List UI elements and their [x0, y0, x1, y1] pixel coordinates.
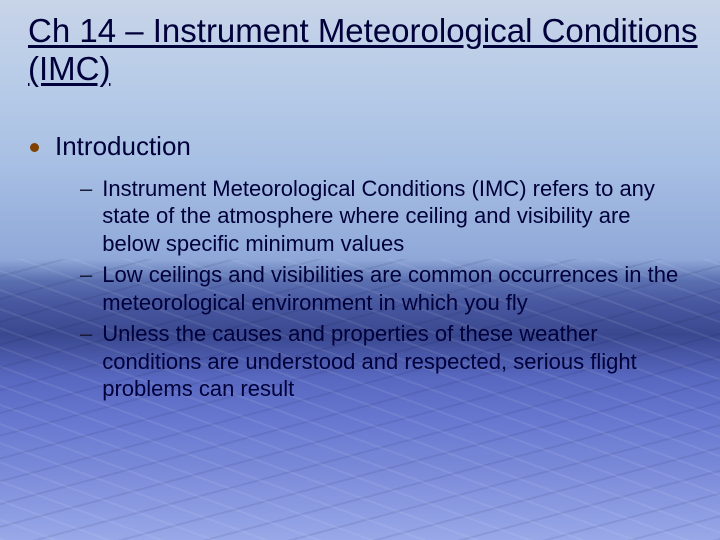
bullet-level2-text: Unless the causes and properties of thes… — [102, 320, 690, 403]
slide-body: Introduction – Instrument Meteorological… — [30, 130, 690, 407]
dash-icon: – — [80, 320, 92, 348]
bullet-level2-text: Low ceilings and visibilities are common… — [102, 261, 690, 316]
slide: Ch 14 – Instrument Meteorological Condit… — [0, 0, 720, 540]
bullet-level1: Introduction — [30, 130, 690, 163]
dash-icon: – — [80, 261, 92, 289]
dash-icon: – — [80, 175, 92, 203]
bullet-dot-icon — [30, 143, 39, 152]
bullet-level2: – Low ceilings and visibilities are comm… — [80, 261, 690, 316]
bullet-level2: – Instrument Meteorological Conditions (… — [80, 175, 690, 258]
bullet-level1-text: Introduction — [55, 130, 191, 163]
slide-title: Ch 14 – Instrument Meteorological Condit… — [28, 12, 700, 88]
bullet-level2-text: Instrument Meteorological Conditions (IM… — [102, 175, 690, 258]
bullet-level2: – Unless the causes and properties of th… — [80, 320, 690, 403]
